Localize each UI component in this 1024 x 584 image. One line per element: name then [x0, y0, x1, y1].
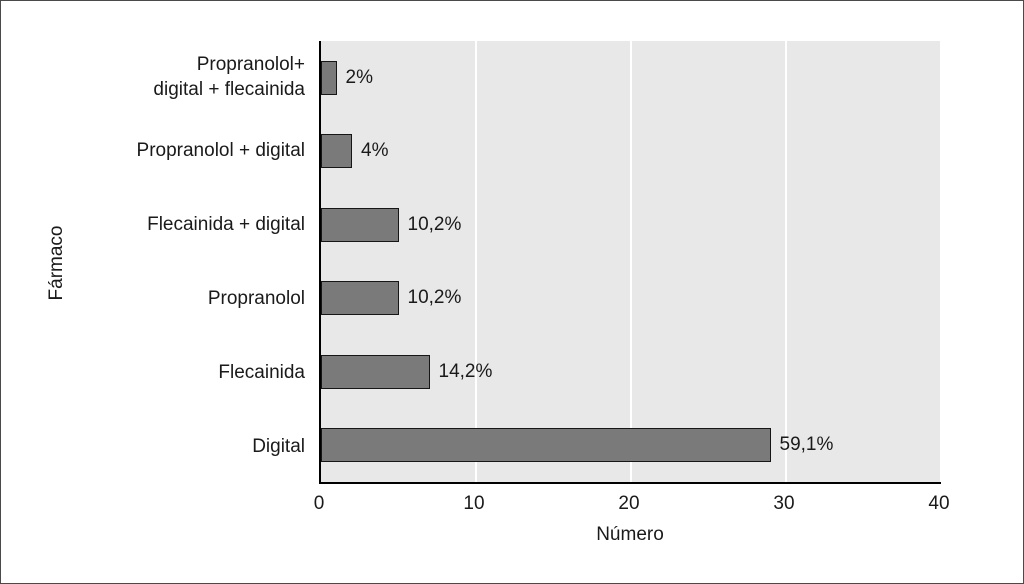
- bar: [321, 60, 337, 95]
- x-tick-label: 0: [313, 493, 325, 514]
- x-tick-label: 30: [773, 493, 795, 514]
- bar-row: 14,2%: [321, 335, 941, 408]
- x-axis-label: Número: [596, 524, 664, 545]
- bar-row: 10,2%: [321, 188, 941, 261]
- category-label: Propranolol+ digital + flecainida: [153, 54, 305, 100]
- bar-row: 2%: [321, 41, 941, 114]
- x-tick-label: 20: [618, 493, 640, 514]
- bar-value-label: 59,1%: [779, 434, 834, 456]
- x-tick-label: 40: [928, 493, 950, 514]
- bar: [321, 354, 430, 389]
- category-label: Flecainida: [218, 361, 305, 383]
- bar: [321, 207, 399, 242]
- bar-row: 59,1%: [321, 409, 941, 482]
- category-label: Flecainida + digital: [147, 214, 305, 236]
- bar: [321, 281, 399, 316]
- gridline: [630, 41, 632, 482]
- bar: [321, 134, 352, 169]
- bar-value-label: 14,2%: [438, 360, 493, 382]
- category-label: Digital: [252, 435, 305, 457]
- category-label: Propranolol + digital: [136, 140, 305, 162]
- bar: [321, 428, 771, 463]
- bar-value-label: 10,2%: [407, 287, 462, 309]
- bar-row: 10,2%: [321, 262, 941, 335]
- category-axis-labels: Propranolol+ digital + flecainida Propran…: [1, 41, 307, 484]
- plot-area: 2% 4% 10,2% 10,2% 14,2% 59,1%: [319, 41, 942, 484]
- gridline: [785, 41, 787, 482]
- bar-row: 4%: [321, 114, 941, 187]
- bar-value-label: 10,2%: [407, 213, 462, 235]
- bar-value-label: 2%: [345, 66, 373, 88]
- gridline: [475, 41, 477, 482]
- gridline: [940, 41, 942, 482]
- bar-value-label: 4%: [361, 140, 389, 162]
- category-label: Propranolol: [207, 288, 305, 310]
- x-tick-label: 10: [463, 493, 485, 514]
